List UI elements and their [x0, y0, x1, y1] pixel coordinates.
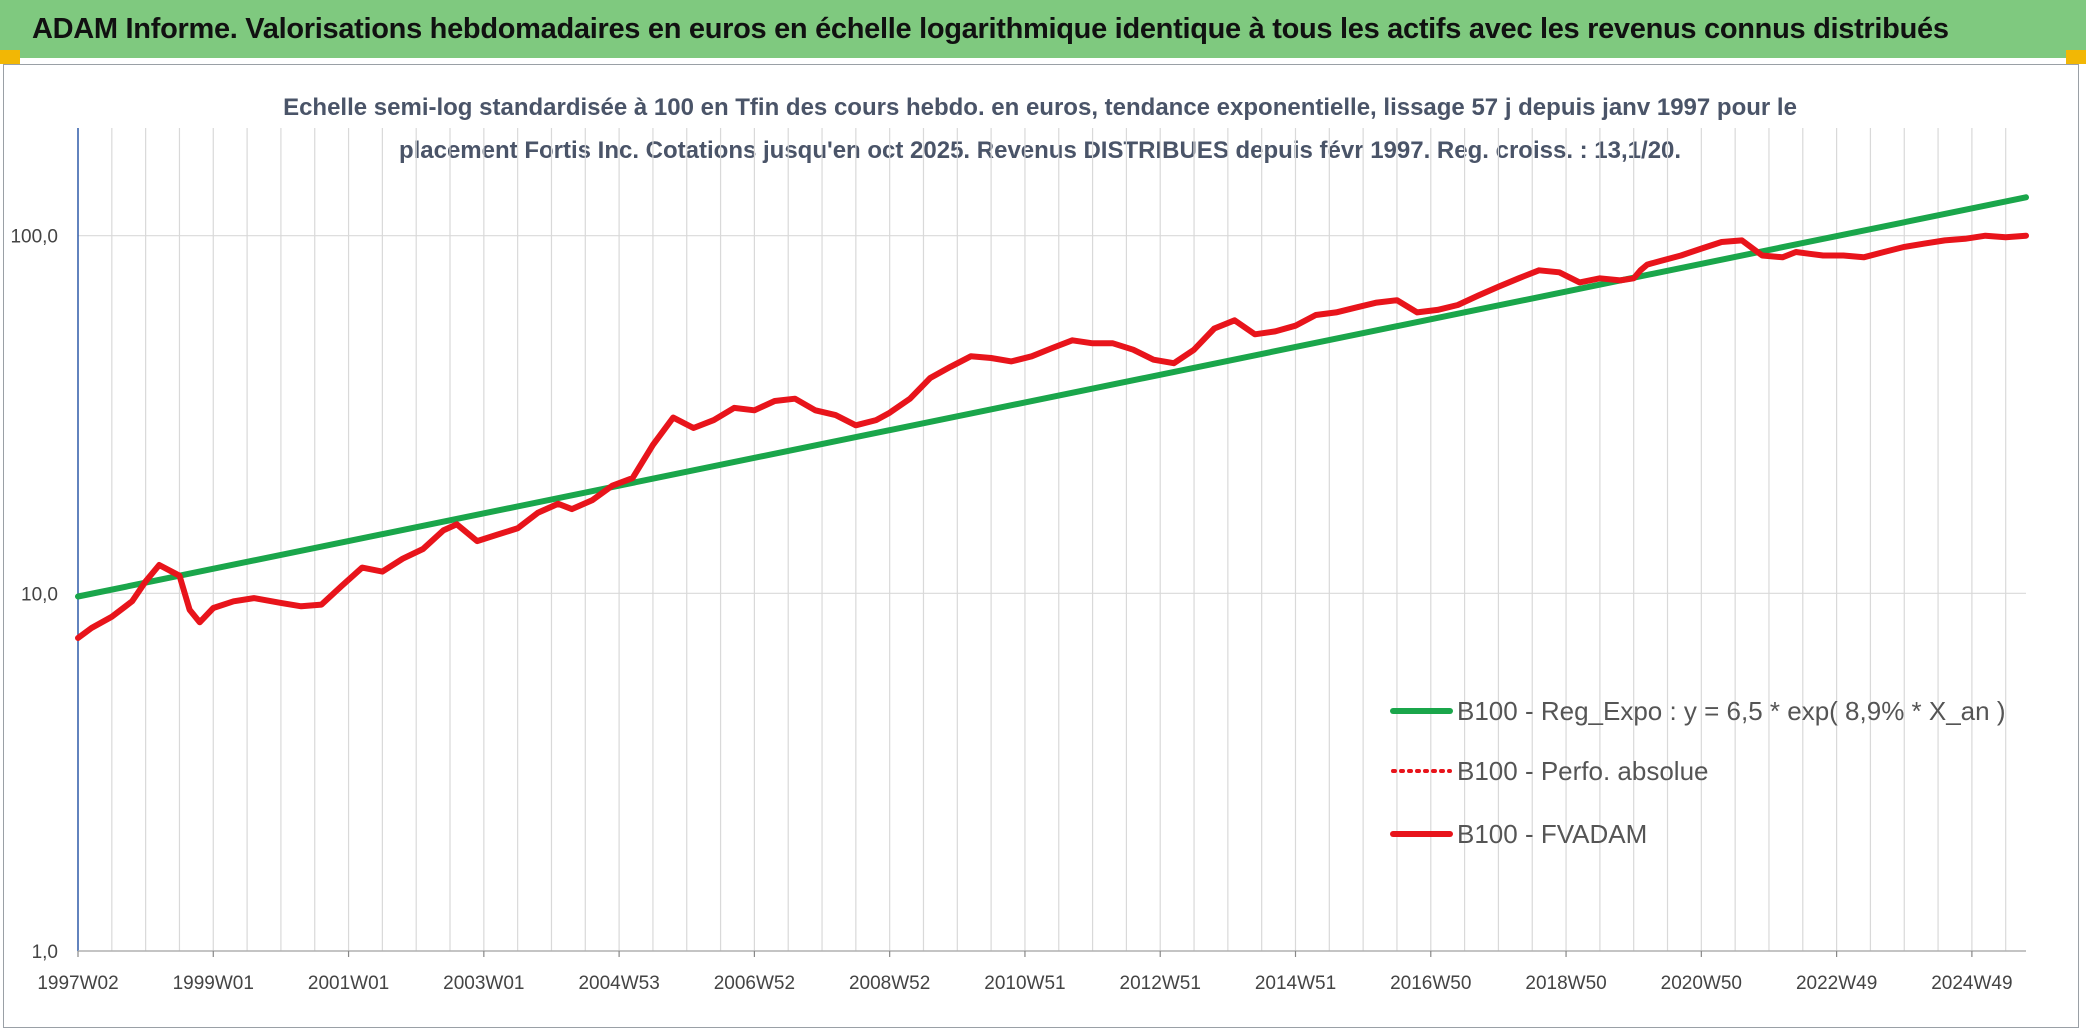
x-tick-label: 2014W51: [1255, 973, 1336, 994]
x-tick-label: 1999W01: [173, 973, 254, 994]
x-tick-label: 2003W01: [443, 973, 524, 994]
x-tick-label: 2012W51: [1120, 973, 1201, 994]
chart-title: Echelle semi-log standardisée à 100 en T…: [260, 86, 1820, 172]
x-tick-label: 2018W50: [1525, 973, 1606, 994]
chart-title-line-1: Echelle semi-log standardisée à 100 en T…: [283, 94, 1797, 121]
corner-accent-right: [2066, 50, 2086, 64]
y-tick-label: 10,0: [21, 584, 58, 605]
axes: [77, 128, 2026, 957]
legend-entry: B100 - Perfo. absolue: [1457, 756, 1709, 786]
series-line-2: [75, 232, 2029, 641]
y-tick-label: 100,0: [10, 227, 58, 248]
x-tick-label: 2024W49: [1931, 973, 2012, 994]
tick-labels: 1,0 10,0 100,0 1997W02 1999W01 2001W01 2003W01…: [10, 227, 2012, 994]
x-tick-label: 2001W01: [308, 973, 389, 994]
legend: B100 - Reg_Expo : y = 6,5 * exp( 8,9% * …: [1390, 696, 2006, 849]
legend-entry: B100 - FVADAM: [1457, 819, 1647, 849]
header-bar: ADAM Informe. Valorisations hebdomadaire…: [0, 0, 2086, 58]
x-tick-label: 2022W49: [1796, 973, 1877, 994]
page-title: ADAM Informe. Valorisations hebdomadaire…: [32, 13, 1949, 45]
y-tick-label: 1,0: [32, 942, 58, 963]
x-tick-label: 2008W52: [849, 973, 930, 994]
x-tick-label: 2004W53: [578, 973, 659, 994]
x-tick-label: 2020W50: [1661, 973, 1742, 994]
x-tick-label: 2006W52: [714, 973, 795, 994]
corner-accent-left: [0, 50, 20, 64]
x-tick-label: 1997W02: [37, 973, 118, 994]
x-tick-label: 2016W50: [1390, 973, 1471, 994]
legend-entry: B100 - Reg_Expo : y = 6,5 * exp( 8,9% * …: [1457, 696, 2006, 726]
chart-title-line-2: placement Fortis Inc. Cotations jusqu'en…: [398, 137, 1682, 164]
x-tick-label: 2010W51: [984, 973, 1065, 994]
grid-lines: [78, 128, 2026, 951]
series-lines: [75, 194, 2029, 641]
trend-line: [75, 194, 2029, 600]
